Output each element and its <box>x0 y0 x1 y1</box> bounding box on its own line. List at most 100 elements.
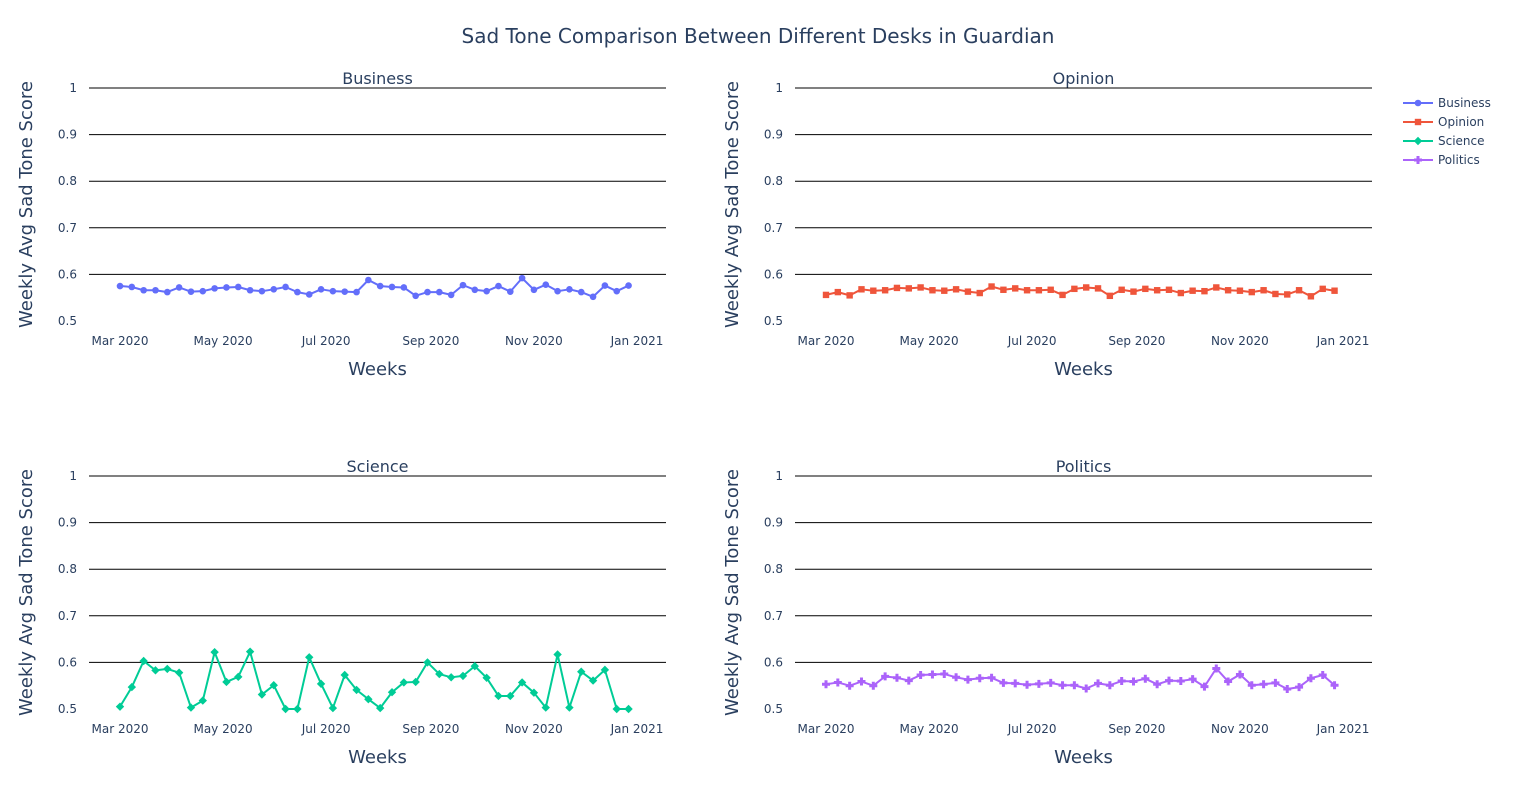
data-point <box>446 673 456 682</box>
y-tick-label: 0.7 <box>58 609 77 623</box>
data-point <box>1142 285 1149 293</box>
data-point <box>423 658 432 667</box>
data-point <box>139 656 148 666</box>
data-point <box>245 647 255 656</box>
x-tick-label: Mar 2020 <box>92 722 149 736</box>
data-point <box>1236 287 1244 294</box>
y-tick-label: 0.8 <box>58 174 77 188</box>
legend-label: Politics <box>1438 153 1480 167</box>
data-point <box>483 287 490 295</box>
data-point <box>1117 677 1126 686</box>
data-point <box>577 288 585 296</box>
data-point <box>845 681 854 690</box>
data-point <box>988 283 995 290</box>
data-point <box>328 703 338 713</box>
data-point <box>223 284 230 291</box>
data-point <box>1224 677 1233 686</box>
legend-label: Business <box>1438 96 1491 110</box>
data-point <box>1035 287 1043 294</box>
data-point <box>857 677 866 686</box>
data-point <box>588 676 598 685</box>
y-tick-label: 0.6 <box>58 267 77 281</box>
x-tick-label: Sep 2020 <box>402 722 459 736</box>
data-point <box>1307 293 1315 300</box>
data-point <box>375 703 385 713</box>
legend[interactable]: Business Opinion Science Politics <box>1403 96 1491 167</box>
data-point <box>317 286 325 293</box>
data-point <box>870 287 877 294</box>
data-point <box>553 650 562 659</box>
data-point <box>822 680 830 689</box>
x-tick-label: May 2020 <box>193 334 252 348</box>
data-point <box>352 685 361 695</box>
data-point <box>1259 680 1268 689</box>
subplot-panels: Business 0.5 0.6 0.7 0.8 0.9 1 Mar 2020 May 2020… <box>16 69 1372 768</box>
data-point <box>893 284 901 292</box>
data-point <box>541 703 550 712</box>
data-point <box>258 287 266 295</box>
y-tick-label: 0.7 <box>58 221 77 235</box>
data-point <box>1272 290 1279 298</box>
data-point <box>387 688 397 697</box>
x-axis-title: Weeks <box>1054 359 1113 380</box>
x-tick-label: Jul 2020 <box>1007 722 1057 736</box>
data-point <box>1283 684 1292 693</box>
data-point <box>589 293 597 301</box>
data-point <box>1023 680 1032 689</box>
data-point <box>601 282 609 289</box>
data-point <box>929 287 936 294</box>
data-point <box>281 704 290 714</box>
legend-item-business[interactable]: Business <box>1403 96 1491 110</box>
data-point <box>187 288 195 295</box>
series-line-business <box>119 277 629 298</box>
chart-title: Sad Tone Comparison Between Different De… <box>462 24 1055 48</box>
data-point <box>164 288 171 296</box>
data-point <box>222 677 231 687</box>
legend-marker-square-icon <box>1414 118 1422 126</box>
data-point <box>211 285 218 292</box>
data-point <box>1153 680 1162 689</box>
legend-item-politics[interactable]: Politics <box>1403 153 1480 167</box>
data-point <box>1295 287 1303 294</box>
data-point <box>435 669 444 679</box>
x-tick-label: Sep 2020 <box>1108 722 1165 736</box>
data-point <box>952 286 960 293</box>
y-tick-label: 1 <box>69 81 77 95</box>
data-point <box>624 704 633 714</box>
data-point <box>140 286 147 294</box>
data-point <box>822 291 830 299</box>
data-point <box>341 288 349 295</box>
x-tick-label: May 2020 <box>193 722 252 736</box>
y-axis-title: Weekly Avg Sad Tone Score <box>722 469 743 716</box>
data-point <box>305 291 313 298</box>
y-tick-label: 1 <box>775 81 783 95</box>
data-point <box>1330 681 1339 690</box>
data-point <box>625 282 632 289</box>
data-point <box>881 287 889 294</box>
data-point <box>1047 286 1054 293</box>
x-tick-label: Sep 2020 <box>402 334 459 348</box>
y-tick-label: 0.9 <box>764 128 783 142</box>
y-tick-label: 1 <box>69 469 77 483</box>
subplot-title: Science <box>346 457 408 476</box>
data-point <box>940 670 949 679</box>
subplot-title: Opinion <box>1053 69 1115 88</box>
data-point <box>529 688 539 697</box>
x-tick-label: Nov 2020 <box>505 334 563 348</box>
data-point <box>316 679 326 689</box>
x-tick-label: Jan 2021 <box>610 722 664 736</box>
legend-item-opinion[interactable]: Opinion <box>1403 115 1484 129</box>
data-point <box>1213 284 1220 291</box>
data-point <box>963 675 972 684</box>
data-point <box>600 665 610 675</box>
x-tick-label: May 2020 <box>899 722 958 736</box>
data-point <box>999 678 1008 687</box>
data-point <box>1034 679 1043 688</box>
data-point <box>928 670 937 679</box>
legend-item-science[interactable]: Science <box>1403 134 1485 148</box>
subplot-politics: Politics 0.5 0.6 0.7 0.8 0.9 1 Mar 2020 May 2020… <box>722 457 1372 768</box>
x-tick-label: Jul 2020 <box>301 722 351 736</box>
data-point <box>869 681 878 690</box>
data-point <box>1058 681 1067 690</box>
